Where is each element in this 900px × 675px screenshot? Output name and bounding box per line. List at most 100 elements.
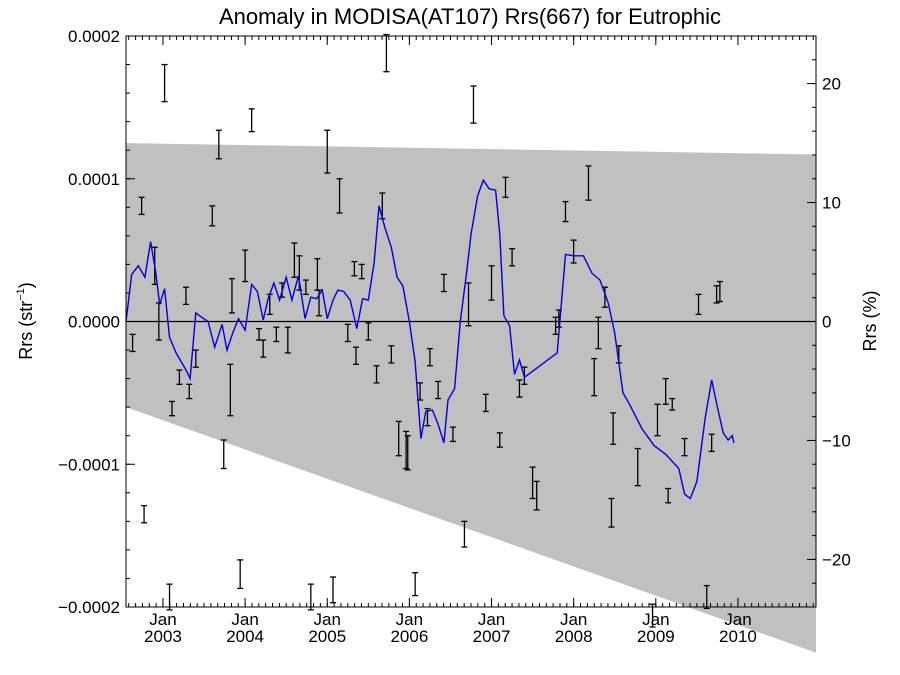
x-tick-year-label: 2004 (226, 627, 264, 646)
error-bar (330, 576, 336, 604)
error-bar (176, 369, 183, 385)
error-bar (383, 33, 390, 73)
anomaly-line-layer (125, 178, 735, 500)
error-bar (324, 129, 331, 174)
error-bar (470, 85, 477, 124)
error-bars-layer (129, 33, 723, 628)
error-bar (529, 466, 536, 500)
error-bar (161, 63, 168, 103)
error-bar (708, 433, 715, 453)
x-tick-month-label: Jan (231, 610, 258, 629)
right-tick-label: 10 (822, 194, 841, 213)
left-tick-label: 0.0000 (68, 313, 120, 332)
x-tick-month-label: Jan (149, 610, 176, 629)
right-tick-label: −20 (822, 550, 851, 569)
error-bar (634, 447, 641, 487)
uncertainty-band-layer (126, 143, 816, 653)
error-bar (169, 400, 175, 417)
x-tick-month-label: Jan (396, 610, 423, 629)
error-bar (220, 439, 227, 470)
error-bar (570, 239, 577, 264)
error-bar (488, 265, 495, 301)
error-bar (496, 432, 503, 448)
error-bar (552, 316, 559, 335)
left-axis: 0.0002 0.0001 0.0000 −0.0001 −0.0002 (58, 27, 135, 617)
error-bar (608, 497, 615, 528)
x-tick-year-label: 2005 (308, 627, 346, 646)
error-bar (351, 260, 358, 277)
error-bar (533, 480, 540, 511)
error-bar (284, 326, 291, 354)
y-axis-label-left: Rrs (str−1) (15, 282, 36, 360)
left-tick-label: −0.0002 (58, 598, 120, 617)
error-bar (141, 504, 148, 524)
error-bar (260, 339, 267, 358)
error-bar (344, 323, 351, 343)
error-bar (595, 316, 602, 350)
error-bar (227, 363, 234, 417)
error-bar (192, 349, 199, 368)
error-bar (665, 487, 672, 504)
left-tick-label: 0.0002 (68, 27, 120, 46)
error-bar (585, 165, 592, 201)
anomaly-line (125, 178, 735, 500)
error-bar (509, 248, 516, 267)
x-axis: Jan2003Jan2004Jan2005Jan2006Jan2007Jan20… (128, 36, 814, 646)
x-tick-month-label: Jan (642, 610, 669, 629)
error-bar (412, 572, 419, 597)
x-tick-month-label: Jan (314, 610, 341, 629)
error-bar (242, 249, 249, 283)
error-bar (713, 285, 720, 304)
error-bar (186, 383, 193, 400)
x-tick-month-label: Jan (724, 610, 751, 629)
error-bar (302, 279, 309, 296)
error-bar (237, 559, 244, 590)
error-bar (465, 282, 472, 327)
error-bar (716, 280, 723, 303)
error-bar (681, 437, 688, 457)
plot-area (125, 33, 817, 653)
error-bar (610, 412, 617, 445)
error-bar (502, 176, 509, 198)
left-tick-label: −0.0001 (58, 455, 120, 474)
x-tick-year-label: 2003 (144, 627, 182, 646)
error-bar (365, 322, 372, 341)
error-bar (373, 365, 380, 384)
error-bar (669, 397, 676, 411)
error-bar (336, 178, 343, 214)
error-bar (435, 380, 442, 400)
x-tick-year-label: 2007 (473, 627, 511, 646)
uncertainty-band (126, 143, 816, 653)
error-bar (182, 286, 189, 306)
error-bar (426, 347, 433, 367)
error-bar (591, 357, 598, 397)
y-axis-label-right: Rrs (%) (860, 291, 880, 352)
error-bar (461, 520, 468, 548)
error-bar (440, 273, 447, 293)
error-bar (649, 603, 656, 628)
error-bar (129, 333, 136, 353)
error-bar (138, 196, 145, 216)
error-bar (516, 379, 523, 398)
error-bar (449, 426, 456, 443)
x-tick-year-label: 2008 (555, 627, 593, 646)
error-bar (273, 326, 280, 343)
error-bar (654, 403, 661, 437)
error-bar (404, 435, 411, 471)
x-tick-month-label: Jan (478, 610, 505, 629)
error-bar (482, 393, 489, 413)
x-tick-month-label: Jan (560, 610, 587, 629)
chart-title: Anomaly in MODISA(AT107) Rrs(667) for Eu… (219, 4, 721, 29)
right-tick-label: 0 (822, 313, 831, 332)
x-tick-year-label: 2006 (390, 627, 428, 646)
x-tick-year-label: 2009 (637, 627, 675, 646)
error-bar (209, 205, 216, 227)
right-axis: 20 10 0 −10 −20 (807, 35, 851, 608)
error-bar (662, 377, 669, 405)
error-bar (395, 420, 402, 457)
left-tick-label: 0.0001 (68, 170, 120, 189)
error-bar (291, 242, 298, 278)
error-bar (307, 583, 314, 611)
error-bar (703, 584, 710, 610)
